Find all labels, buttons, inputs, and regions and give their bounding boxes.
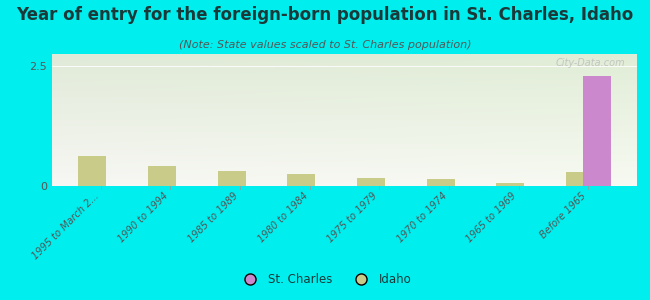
Text: (Note: State values scaled to St. Charles population): (Note: State values scaled to St. Charle… [179,40,471,50]
Bar [218,171,246,186]
Bar [582,76,610,186]
Bar [426,179,454,186]
Bar [148,166,176,186]
Bar [287,174,315,186]
Text: Year of entry for the foreign-born population in St. Charles, Idaho: Year of entry for the foreign-born popul… [16,6,634,24]
Legend: St. Charles, Idaho: St. Charles, Idaho [233,269,417,291]
Bar [357,178,385,186]
Bar [497,183,524,186]
Bar [79,156,107,186]
Text: City-Data.com: City-Data.com [556,58,625,68]
Bar [566,172,594,186]
